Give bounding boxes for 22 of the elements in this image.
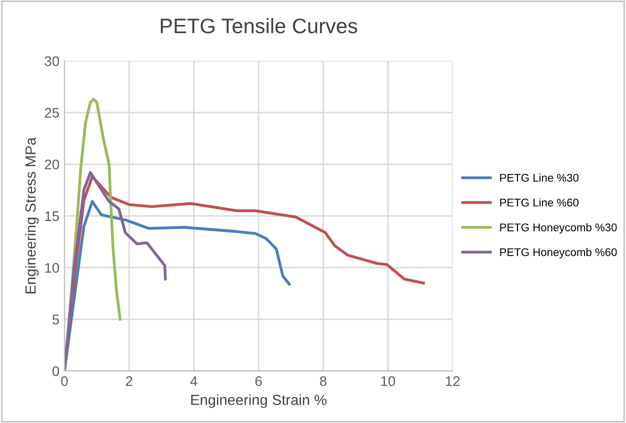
chart-title: PETG Tensile Curves	[160, 18, 358, 34]
legend-label: PETG Line %30	[500, 174, 578, 182]
x-tick-label: 2	[126, 376, 132, 386]
x-tick-label: 6	[255, 376, 262, 386]
y-axis-title: Engineering Stress MPa	[25, 137, 39, 294]
y-tick-label: 0	[52, 366, 60, 376]
y-tick-label: 20	[44, 160, 60, 170]
x-tick-label: 10	[381, 376, 396, 386]
legend-label: PETG Honeycomb %60	[500, 248, 617, 258]
y-tick-label: 15	[45, 211, 60, 222]
y-tick-label: 10	[45, 262, 60, 273]
line-series	[64, 171, 167, 371]
x-tick-label: 12	[446, 376, 460, 386]
x-tick-label: 4	[190, 376, 198, 386]
x-axis-title: Engineering Strain %	[191, 394, 327, 408]
legend-label: PETG Honeycomb %30	[500, 223, 617, 234]
y-tick-label: 30	[44, 56, 60, 66]
x-tick-label: 8	[320, 376, 326, 386]
y-tick-label: 5	[52, 314, 60, 324]
y-tick-label: 25	[44, 108, 60, 118]
legend-label: PETG Line %60	[500, 198, 578, 207]
x-tick-label: 0	[61, 376, 68, 386]
